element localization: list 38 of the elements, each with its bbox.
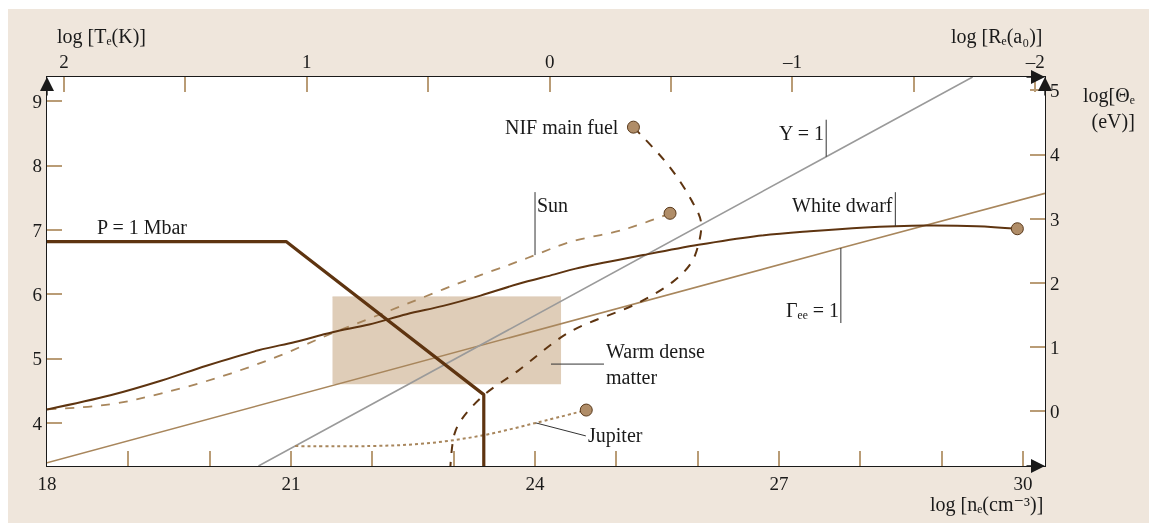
y-tick-label: 8 xyxy=(32,155,42,177)
y-tick-label: 5 xyxy=(32,348,42,370)
y2-tick-label: 4 xyxy=(1050,144,1060,166)
x-tick-label: 21 xyxy=(281,473,301,494)
x-axis-title: log [nₑ(cm⁻³)] xyxy=(930,493,1044,516)
x-tick-label: 18 xyxy=(37,473,57,494)
x2-tick-label: –1 xyxy=(781,51,802,73)
point xyxy=(579,403,593,417)
x-tick-label: 27 xyxy=(769,473,789,494)
x2-tick-label: –2 xyxy=(1024,51,1045,73)
y2-axis-title: log[Θₑ (eV)] xyxy=(1083,84,1135,133)
series-label: Jupiter xyxy=(588,424,643,447)
y-tick-label: 6 xyxy=(32,283,42,305)
point xyxy=(1010,222,1024,236)
y-tick-label: 7 xyxy=(32,219,42,241)
series-label: Γₑₑ = 1 xyxy=(786,299,840,321)
y2-tick-label: 3 xyxy=(1050,208,1060,230)
point xyxy=(663,206,677,220)
y2-tick-label: 1 xyxy=(1050,336,1060,358)
point xyxy=(626,120,640,134)
series-label: White dwarf xyxy=(792,194,893,216)
y2-tick-label: 5 xyxy=(1050,80,1060,102)
x2-axis-title: log [Rₑ(a₀)] xyxy=(951,25,1043,48)
series-label: NIF main fuel xyxy=(505,116,619,138)
y-axis-title: log [Tₑ(K)] xyxy=(57,25,146,48)
x2-tick-label: 2 xyxy=(59,51,69,73)
x-tick-label: 24 xyxy=(525,473,546,494)
series-label: Y = 1 xyxy=(779,122,824,144)
x2-tick-label: 0 xyxy=(544,51,555,73)
y-tick-label: 4 xyxy=(32,412,43,434)
y2-tick-label: 2 xyxy=(1050,272,1060,294)
annotation: Warm dense matter xyxy=(606,340,706,388)
series-label: Sun xyxy=(537,194,569,216)
x2-tick-label: 1 xyxy=(302,51,312,73)
series-label: P = 1 Mbar xyxy=(97,216,188,238)
y2-tick-label: 0 xyxy=(1050,401,1060,423)
y-tick-label: 9 xyxy=(32,91,42,113)
x-tick-label: 30 xyxy=(1013,473,1033,494)
